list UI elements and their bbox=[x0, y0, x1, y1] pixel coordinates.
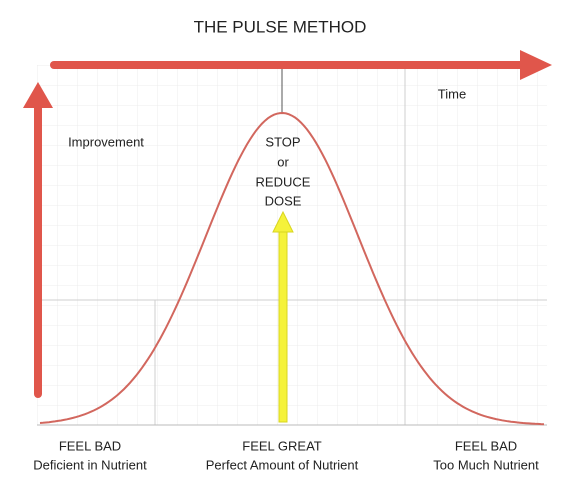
x-axis-label: Time bbox=[438, 86, 466, 101]
zone-subtitle: Deficient in Nutrient bbox=[33, 457, 147, 472]
peak-note: DOSE bbox=[265, 193, 302, 208]
bell-curve bbox=[39, 111, 545, 426]
peak-note: REDUCE bbox=[256, 174, 311, 189]
peak-note: STOP bbox=[265, 134, 300, 149]
grid bbox=[37, 65, 547, 425]
zone-subtitle: Too Much Nutrient bbox=[433, 457, 539, 472]
y-axis-label: Improvement bbox=[68, 134, 144, 149]
improvement-arrow bbox=[23, 82, 53, 398]
zone-title: FEEL BAD bbox=[59, 438, 121, 453]
peak-note: or bbox=[277, 154, 289, 169]
zone-title: FEEL BAD bbox=[455, 438, 517, 453]
time-arrow bbox=[50, 50, 552, 80]
title: THE PULSE METHOD bbox=[194, 17, 367, 36]
zone-subtitle: Perfect Amount of Nutrient bbox=[206, 457, 359, 472]
zone-title: FEEL GREAT bbox=[242, 438, 322, 453]
dose-arrow bbox=[272, 210, 294, 423]
major-grid bbox=[37, 65, 547, 425]
